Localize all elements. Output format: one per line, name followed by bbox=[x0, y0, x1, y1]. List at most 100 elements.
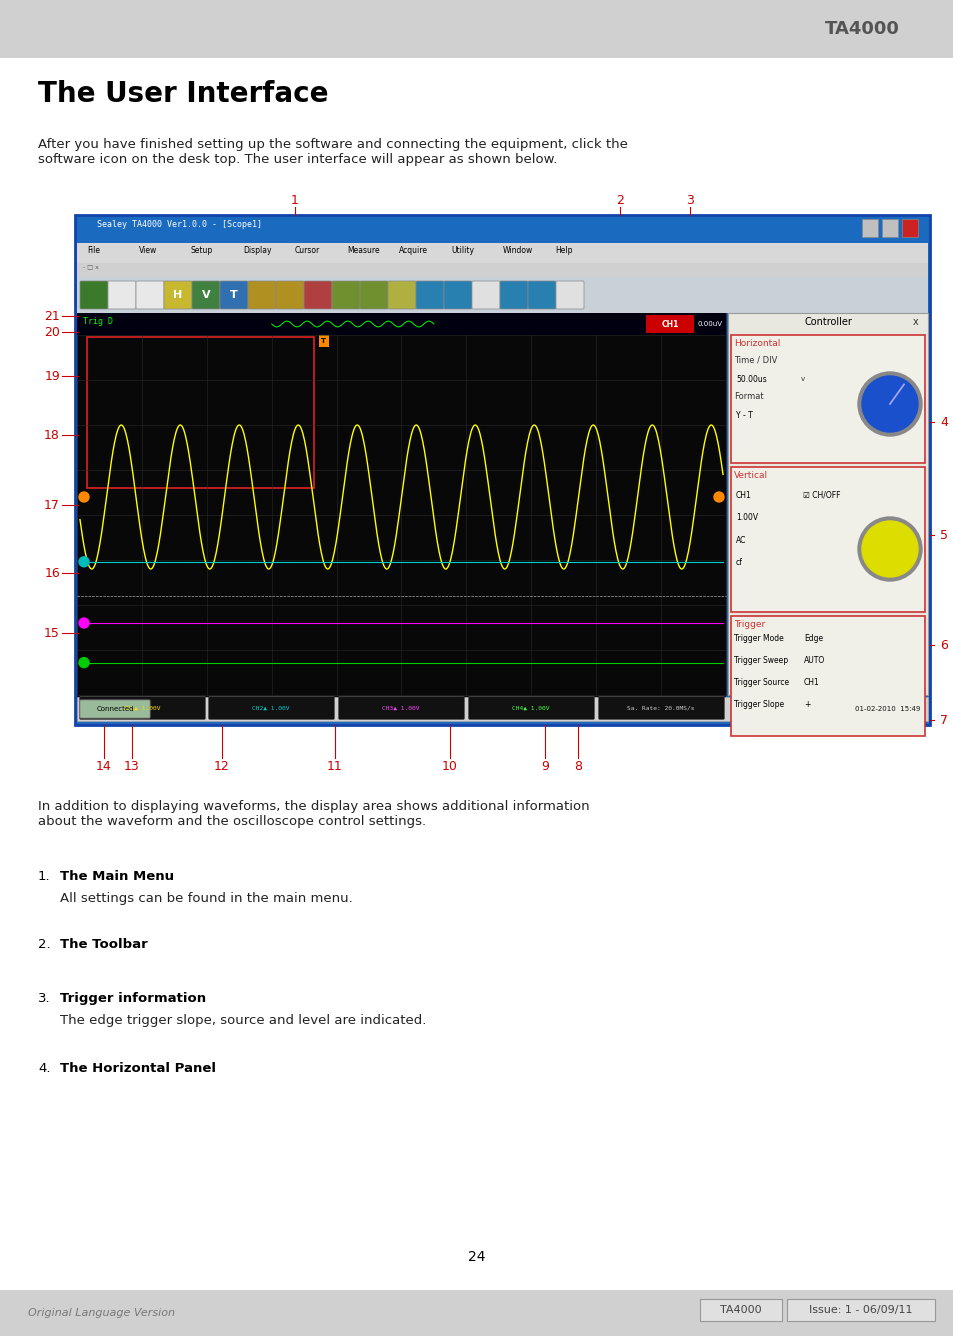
Text: 1: 1 bbox=[291, 194, 298, 207]
Text: 4: 4 bbox=[939, 415, 947, 429]
Bar bbox=[645, 315, 693, 333]
Bar bbox=[901, 219, 917, 236]
Bar bbox=[0, 1291, 953, 1336]
FancyBboxPatch shape bbox=[209, 696, 335, 720]
Bar bbox=[77, 313, 725, 335]
Text: Sealey TA4000 Ver1.0.0 - [Scope1]: Sealey TA4000 Ver1.0.0 - [Scope1] bbox=[97, 220, 262, 228]
Bar bbox=[847, 653, 857, 668]
Bar bbox=[77, 695, 725, 721]
Text: 4.: 4. bbox=[38, 1062, 51, 1075]
Bar bbox=[77, 313, 725, 695]
Bar bbox=[77, 277, 927, 313]
FancyBboxPatch shape bbox=[527, 281, 556, 309]
Text: Display: Display bbox=[243, 246, 272, 255]
Text: Trigger Mode: Trigger Mode bbox=[733, 633, 783, 643]
Circle shape bbox=[79, 619, 89, 628]
Text: 5: 5 bbox=[939, 529, 947, 541]
Text: 8: 8 bbox=[574, 760, 581, 774]
FancyBboxPatch shape bbox=[108, 281, 136, 309]
Text: 6: 6 bbox=[939, 639, 947, 652]
Text: The edge trigger slope, source and level are indicated.: The edge trigger slope, source and level… bbox=[60, 1014, 426, 1027]
Text: 17: 17 bbox=[44, 498, 60, 512]
Text: 11: 11 bbox=[327, 760, 342, 774]
Bar bbox=[797, 653, 852, 668]
Text: The Main Menu: The Main Menu bbox=[60, 870, 174, 883]
Text: CH1: CH1 bbox=[803, 677, 819, 687]
Bar bbox=[733, 488, 788, 502]
Text: CH1▲ 1.00V: CH1▲ 1.00V bbox=[123, 705, 161, 711]
FancyBboxPatch shape bbox=[304, 281, 332, 309]
Text: 2.: 2. bbox=[38, 938, 51, 951]
Text: 13: 13 bbox=[124, 760, 140, 774]
Bar bbox=[77, 216, 927, 243]
Text: CH2▲ 1.00V: CH2▲ 1.00V bbox=[252, 705, 290, 711]
Bar bbox=[733, 532, 788, 548]
Bar bbox=[318, 335, 328, 347]
Text: 15: 15 bbox=[44, 627, 60, 640]
Bar bbox=[782, 509, 796, 525]
FancyBboxPatch shape bbox=[80, 700, 150, 717]
FancyBboxPatch shape bbox=[79, 696, 205, 720]
Bar bbox=[733, 554, 788, 570]
Bar bbox=[77, 263, 927, 277]
Text: Trig D: Trig D bbox=[83, 317, 112, 326]
Bar bbox=[77, 697, 927, 721]
FancyBboxPatch shape bbox=[388, 281, 416, 309]
Bar bbox=[862, 219, 877, 236]
Text: - □ x: - □ x bbox=[83, 265, 99, 270]
FancyBboxPatch shape bbox=[275, 281, 304, 309]
Bar bbox=[782, 488, 796, 502]
Text: Trigger: Trigger bbox=[733, 620, 764, 629]
Bar bbox=[786, 1299, 934, 1321]
Text: CH3▲ 1.00V: CH3▲ 1.00V bbox=[382, 705, 419, 711]
Circle shape bbox=[79, 492, 89, 502]
Text: 12: 12 bbox=[213, 760, 230, 774]
Text: Help: Help bbox=[555, 246, 572, 255]
Text: Cursor: Cursor bbox=[294, 246, 320, 255]
Text: 18: 18 bbox=[44, 429, 60, 441]
Text: H: H bbox=[173, 290, 182, 301]
FancyBboxPatch shape bbox=[359, 281, 388, 309]
Text: Trigger Slope: Trigger Slope bbox=[733, 700, 783, 708]
Text: cf: cf bbox=[735, 557, 742, 566]
Text: CH1: CH1 bbox=[735, 490, 751, 500]
Text: File: File bbox=[87, 246, 100, 255]
Bar bbox=[782, 554, 796, 570]
Text: Measure: Measure bbox=[347, 246, 379, 255]
Text: T: T bbox=[230, 290, 237, 301]
Text: The User Interface: The User Interface bbox=[38, 80, 328, 108]
Text: TA4000: TA4000 bbox=[824, 20, 899, 37]
Bar bbox=[730, 616, 924, 736]
Text: CH4▲ 1.00V: CH4▲ 1.00V bbox=[512, 705, 549, 711]
Text: Y - T: Y - T bbox=[735, 410, 752, 420]
FancyBboxPatch shape bbox=[443, 281, 472, 309]
Bar bbox=[847, 631, 857, 647]
Text: x: x bbox=[911, 317, 917, 327]
FancyBboxPatch shape bbox=[220, 281, 248, 309]
Text: After you have finished setting up the software and connecting the equipment, cl: After you have finished setting up the s… bbox=[38, 138, 627, 166]
Text: The Toolbar: The Toolbar bbox=[60, 938, 148, 951]
FancyBboxPatch shape bbox=[472, 281, 499, 309]
Bar bbox=[847, 697, 857, 712]
FancyBboxPatch shape bbox=[136, 281, 164, 309]
Bar bbox=[733, 371, 801, 387]
Text: In addition to displaying waveforms, the display area shows additional informati: In addition to displaying waveforms, the… bbox=[38, 800, 589, 828]
Circle shape bbox=[857, 371, 921, 436]
Bar bbox=[700, 1299, 781, 1321]
Text: 9: 9 bbox=[540, 760, 548, 774]
Bar bbox=[797, 675, 852, 689]
Text: 10: 10 bbox=[441, 760, 457, 774]
Text: 1.00V: 1.00V bbox=[735, 513, 758, 521]
Text: 50.00us: 50.00us bbox=[735, 374, 766, 383]
Text: 19: 19 bbox=[44, 370, 60, 382]
Text: V: V bbox=[201, 290, 210, 301]
Text: The Horizontal Panel: The Horizontal Panel bbox=[60, 1062, 215, 1075]
Text: 1.: 1. bbox=[38, 870, 51, 883]
FancyBboxPatch shape bbox=[338, 696, 464, 720]
FancyBboxPatch shape bbox=[332, 281, 359, 309]
Text: 2: 2 bbox=[616, 194, 623, 207]
Text: Setup: Setup bbox=[191, 246, 213, 255]
FancyBboxPatch shape bbox=[80, 281, 108, 309]
FancyBboxPatch shape bbox=[499, 281, 527, 309]
Text: TA4000: TA4000 bbox=[720, 1305, 761, 1315]
